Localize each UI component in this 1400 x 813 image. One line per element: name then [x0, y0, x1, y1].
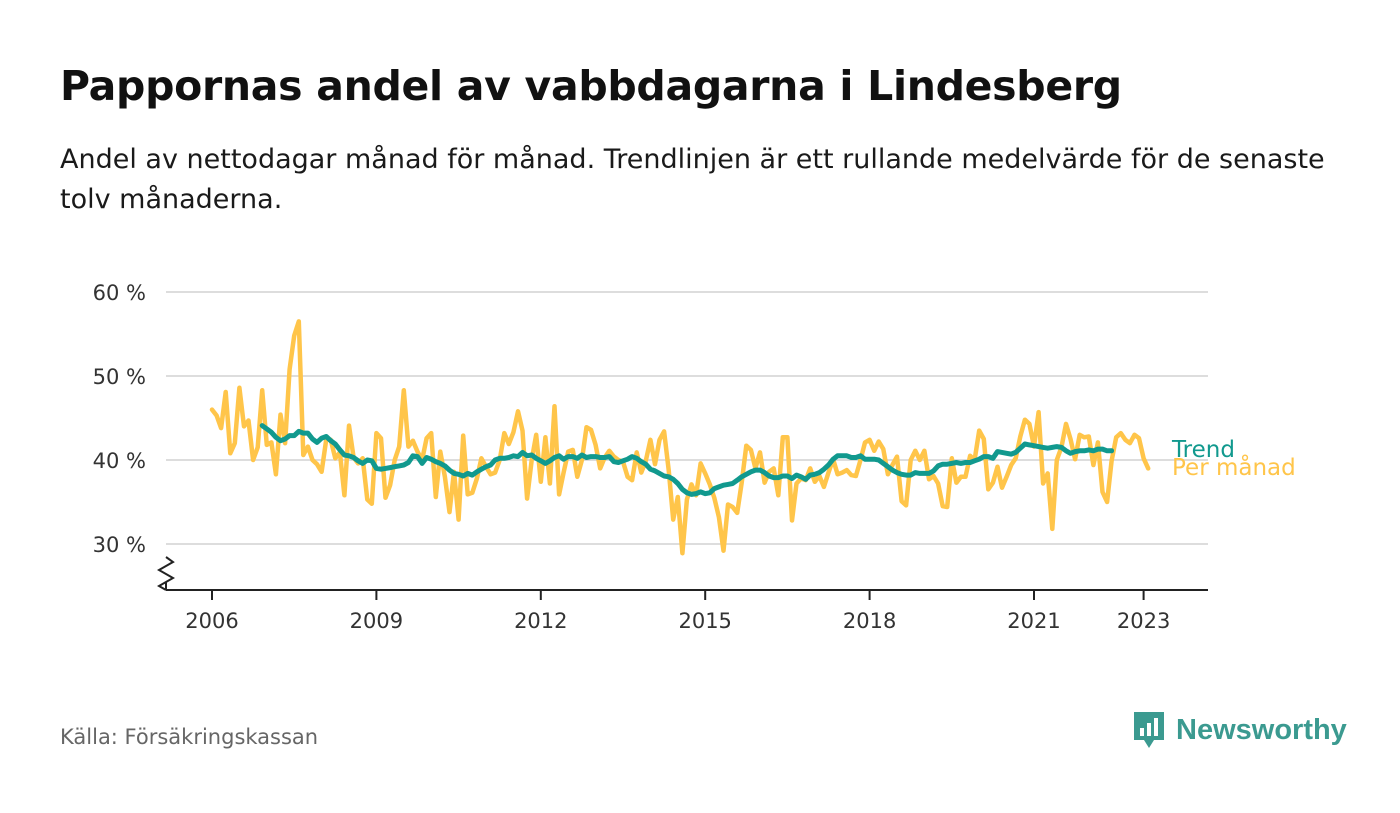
x-tick-label: 2021 [1007, 609, 1060, 633]
x-tick-label: 2012 [514, 609, 567, 633]
y-tick-label: 40 % [93, 449, 146, 473]
y-tick-label: 50 % [93, 365, 146, 389]
x-tick-label: 2006 [185, 609, 238, 633]
page-title: Pappornas andel av vabbdagarna i Lindesb… [60, 62, 1122, 110]
monthly-line [209, 319, 1151, 556]
y-tick-label: 60 % [93, 281, 146, 305]
x-tick-label: 2015 [678, 609, 731, 633]
zigzag-break-icon [156, 556, 176, 591]
x-axis: 2006 2009 2012 2015 2018 2021 2023 [165, 582, 1208, 633]
chart-lines [209, 319, 1151, 556]
x-tick-label: 2009 [350, 609, 403, 633]
brand-name: Newsworthy [1176, 713, 1347, 746]
series-label-trend: Trend [1171, 437, 1235, 463]
x-tick-label: 2023 [1117, 609, 1170, 633]
x-tick-label: 2018 [843, 609, 896, 633]
axis-break-zigzag [156, 556, 176, 591]
source-note: Källa: Försäkringskassan [60, 725, 319, 749]
y-axis-labels: 30 % 40 % 50 % 60 % [93, 281, 146, 557]
y-tick-label: 30 % [93, 533, 146, 557]
brand-logo: Newsworthy [1132, 710, 1347, 750]
trend-line [259, 423, 1115, 497]
chart-bubble-icon [1134, 712, 1164, 748]
chart-subtitle: Andel av nettodagar månad för månad. Tre… [60, 144, 1325, 215]
series-label-monthly: Per månad [1172, 453, 1296, 481]
